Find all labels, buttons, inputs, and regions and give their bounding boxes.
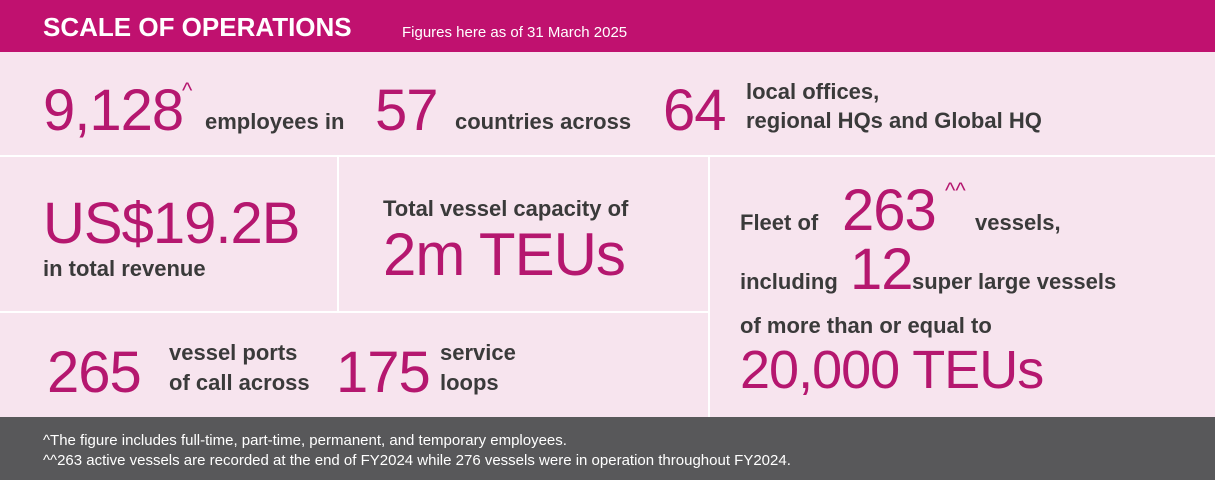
ports-label: of call across [169, 370, 310, 395]
employees-label: employees in [205, 109, 345, 134]
divider [337, 157, 339, 312]
subtitle: Figures here as of 31 March 2025 [402, 24, 628, 41]
revenue-label: in total revenue [43, 256, 206, 281]
employees-value: 9,128 [43, 78, 184, 143]
offices-label: regional HQs and Global HQ [746, 108, 1042, 133]
large-count: 12 [850, 237, 914, 302]
loops-label: service [440, 340, 516, 365]
offices-value: 64 [663, 78, 727, 143]
loops-label: loops [440, 370, 499, 395]
capacity-value: 2m TEUs [383, 221, 626, 288]
revenue-value: US$19.2B [43, 191, 300, 256]
loops-value: 175 [336, 340, 431, 405]
fleet-including: including [740, 269, 838, 294]
divider [0, 311, 709, 313]
footnote-mark: ^ [182, 78, 193, 103]
offices-label: local offices, [746, 79, 880, 104]
divider [708, 157, 710, 417]
large-label: super large vessels [912, 269, 1117, 294]
threshold-value: 20,000 TEUs [740, 340, 1044, 400]
title: SCALE OF OPERATIONS [43, 12, 352, 42]
countries-label: countries across [455, 109, 632, 134]
capacity-label: Total vessel capacity of [383, 196, 629, 221]
header-bar [0, 0, 1215, 52]
footnote: ^^263 active vessels are recorded at the… [43, 452, 791, 469]
footer-bar [0, 417, 1215, 480]
divider [0, 155, 1215, 157]
footnote-mark: ^^ [945, 178, 966, 203]
countries-value: 57 [375, 78, 439, 143]
fleet-value: 263 [842, 178, 937, 243]
fleet-prefix: Fleet of [740, 210, 819, 235]
ports-value: 265 [47, 340, 142, 405]
fleet-suffix: vessels, [975, 210, 1061, 235]
ports-label: vessel ports [169, 340, 298, 365]
threshold-label: of more than or equal to [740, 313, 992, 338]
footnote: ^The figure includes full-time, part-tim… [43, 432, 567, 449]
